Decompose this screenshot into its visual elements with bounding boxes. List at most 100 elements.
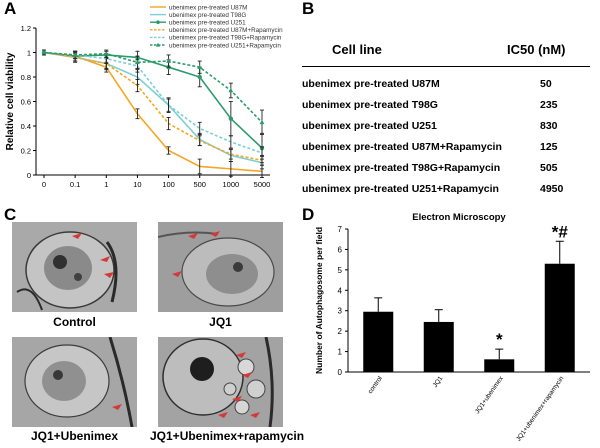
- x-tick-label: JQ1+ubenimex: [474, 375, 505, 416]
- arrow-icon: [100, 256, 110, 262]
- panel-letter-a: A: [4, 0, 17, 18]
- table-row: ubenimex pre-treated U87M+Rapamycin 125: [300, 139, 600, 157]
- table-cell-line: ubenimex pre-treated T98G: [302, 99, 438, 111]
- table-cell-line: ubenimex pre-treated T98G+Rapamycin: [302, 162, 501, 174]
- bar: [544, 263, 575, 372]
- y-tick-label: 1: [27, 49, 31, 58]
- x-tick-label: JQ1+ubenimex+rapamycin: [515, 375, 566, 443]
- table-cell-ic50: 50: [540, 78, 552, 90]
- y-tick-label: 7: [338, 225, 343, 234]
- x-tick-label: 100: [162, 180, 175, 189]
- arrow-icon: [218, 412, 228, 418]
- data-point: [228, 116, 234, 121]
- y-tick-label: 1: [338, 348, 343, 357]
- panel-letter-c: C: [4, 205, 17, 224]
- bar: [363, 311, 394, 372]
- x-tick-label: 10: [133, 180, 141, 189]
- table-cell-line: ubenimex pre-treated U251: [302, 120, 437, 132]
- ic50-table: Cell line IC50 (nM) ubenimex pre-treated…: [300, 40, 600, 200]
- series-line: [43, 51, 263, 162]
- table-row: ubenimex pre-treated T98G 235: [300, 97, 600, 115]
- ic50-table-header: Cell line IC50 (nM): [300, 40, 600, 62]
- y-tick-label: 0: [338, 368, 343, 377]
- data-point: [197, 64, 203, 69]
- em-image-jq1: [158, 222, 283, 312]
- arrow-icon: [236, 352, 246, 358]
- table-cell-line: ubenimex pre-treated U87M: [302, 78, 440, 90]
- series-line: [43, 51, 263, 149]
- y-tick-label: 5: [338, 266, 343, 275]
- panel-letter-d: D: [302, 205, 315, 224]
- series-3: [42, 49, 264, 166]
- em-image-jq1-ubenimex: [12, 337, 137, 427]
- legend-marker: [156, 20, 160, 25]
- y-tick-label: 2: [338, 327, 343, 336]
- legend-entry: ubenimex pre-treated U251+Rapamycin: [169, 42, 281, 49]
- bar: [423, 321, 454, 372]
- column-header-cell-line: Cell line: [332, 42, 382, 57]
- autophagosome-bar-chart: Electron Microscopy 0 1 2 3 4 5 6 7 Number of Aut…: [314, 212, 590, 443]
- em-label-jq1-ubenimex-rapamycin: JQ1+Ubenimex+rapamycin: [150, 429, 305, 443]
- table-row: ubenimex pre-treated U251 830: [300, 118, 600, 136]
- arrow-icon: [210, 231, 220, 237]
- arrow-icon: [188, 233, 198, 239]
- data-point: [259, 119, 265, 125]
- y-tick-label: 3: [338, 307, 343, 316]
- series-line: [43, 51, 263, 164]
- em-image-control: [12, 222, 137, 312]
- x-tick-label: 1000: [223, 180, 240, 189]
- panel-letter-b: B: [302, 0, 315, 18]
- y-axis-label: Relative cell viability: [5, 52, 16, 150]
- series-line: [43, 51, 263, 154]
- y-tick-label: 6: [338, 245, 343, 254]
- y-tick-label: 0: [27, 171, 31, 180]
- x-tick-label: 0: [42, 180, 46, 189]
- y-axis-label: Number of Autophagosome per field: [314, 227, 324, 374]
- data-point: [197, 74, 202, 80]
- data-point: [72, 52, 78, 57]
- x-tick-label: 500: [193, 180, 206, 189]
- legend-entry: ubenimex pre-treated T98G+Rapamycin: [169, 35, 282, 42]
- series-line: [43, 51, 263, 123]
- arrow-icon: [172, 271, 182, 277]
- legend-entry: ubenimex pre-treated U87M: [169, 4, 247, 11]
- data-point: [166, 58, 171, 63]
- em-label-jq1-ubenimex: JQ1+Ubenimex: [30, 429, 119, 443]
- x-tick-label: control: [367, 375, 384, 395]
- table-cell-ic50: 235: [540, 99, 558, 111]
- arrow-icon: [104, 272, 114, 278]
- legend-entry: ubenimex pre-treated T98G: [169, 12, 246, 19]
- table-row: ubenimex pre-treated U251+Rapamycin 4950: [300, 181, 600, 199]
- arrow-icon: [250, 412, 260, 418]
- table-cell-line: ubenimex pre-treated U87M+Rapamycin: [302, 141, 502, 153]
- data-point: [135, 59, 140, 65]
- x-tick-label: 1: [104, 180, 108, 189]
- data-point: [228, 87, 234, 93]
- bar: [484, 359, 515, 372]
- x-tick-label: 0.1: [70, 180, 80, 189]
- y-tick-label: 1.2: [21, 24, 31, 33]
- em-label-jq1: JQ1: [209, 315, 232, 329]
- arrow-icon: [242, 372, 252, 378]
- em-label-control: Control: [53, 315, 96, 329]
- legend-marker: [156, 42, 160, 47]
- chart-title: Electron Microscopy: [412, 212, 506, 223]
- y-tick-label: 0.8: [21, 73, 31, 82]
- table-cell-line: ubenimex pre-treated U251+Rapamycin: [302, 183, 499, 195]
- table-cell-ic50: 830: [540, 120, 558, 132]
- y-tick-label: 0.2: [21, 147, 31, 156]
- data-point: [103, 51, 109, 56]
- viability-line-chart: 0 0.2 0.4 0.6 0.8 1 1.2 0 0.1 1 10 100 500 1000 5000 Re…: [5, 4, 283, 189]
- table-divider: [302, 66, 590, 67]
- table-row: ubenimex pre-treated U87M 50: [300, 76, 600, 94]
- column-header-ic50: IC50 (nM): [507, 42, 566, 57]
- table-cell-ic50: 125: [540, 141, 558, 153]
- table-cell-ic50: 4950: [540, 183, 564, 195]
- series-5: [41, 49, 265, 136]
- table-row: ubenimex pre-treated T98G+Rapamycin 505: [300, 160, 600, 178]
- em-image-jq1-ubenimex-rapamycin: [158, 337, 283, 427]
- y-tick-label: 0.6: [21, 98, 31, 107]
- significance-label: *: [496, 330, 503, 349]
- significance-label: *#: [552, 222, 569, 241]
- arrow-icon: [72, 233, 82, 239]
